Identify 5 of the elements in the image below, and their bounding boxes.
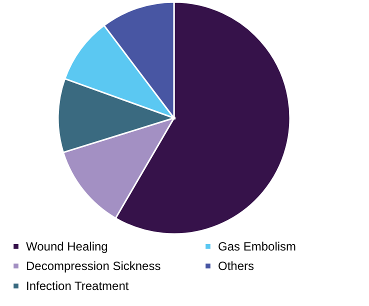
legend-label: Wound Healing [26,239,108,254]
legend-label: Decompression Sickness [26,259,161,273]
legend-label: Gas Embolism [218,239,296,254]
legend-label: Others [218,259,254,273]
legend-label: Infection Treatment [26,279,130,293]
